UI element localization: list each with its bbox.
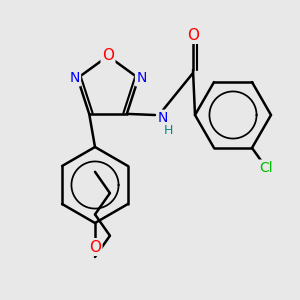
Text: Cl: Cl — [259, 161, 273, 175]
Text: O: O — [102, 49, 114, 64]
Text: N: N — [69, 71, 80, 85]
Text: O: O — [89, 239, 101, 254]
Text: N: N — [158, 111, 168, 125]
Text: N: N — [136, 71, 147, 85]
Text: O: O — [187, 28, 199, 43]
Text: H: H — [163, 124, 173, 136]
